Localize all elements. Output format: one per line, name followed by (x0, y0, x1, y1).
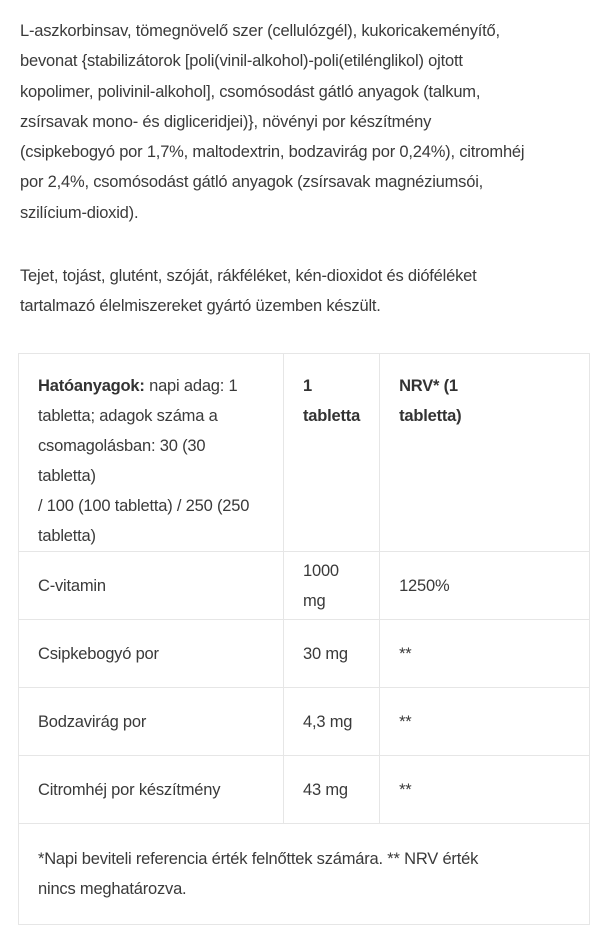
table-row: Bodzavirág por 4,3 mg ** (18, 687, 590, 756)
text-line: tabletta) (399, 407, 462, 425)
text-line: (csipkebogyó por 1,7%, maltodextrin, bod… (20, 143, 525, 162)
cell-name: Csipkebogyó por (18, 619, 284, 688)
cell-amount: 43 mg (282, 755, 381, 824)
text-line: *Napi beviteli referencia érték felnőtte… (38, 850, 479, 868)
header-label: Hatóanyagok: (38, 377, 145, 395)
cell-nrv: ** (379, 755, 590, 824)
cell-name: Bodzavirág por (18, 687, 284, 756)
text-line: zsírsavak mono- és digliceridjei)}, növé… (20, 112, 432, 131)
text-line: csomagolásban: 30 (30 tabletta) (38, 437, 206, 485)
header-active-ingredients: Hatóanyagok: napi adag: 1 tabletta; adag… (18, 353, 284, 552)
cell-nrv: 1250% (379, 551, 590, 620)
text-line: tartalmazó élelmiszereket gyártó üzemben… (20, 297, 381, 316)
text-line: NRV* (1 (399, 377, 458, 395)
cell-name: C-vitamin (18, 551, 284, 620)
text-line: bevonat {stabilizátorok [poli(vinil-alko… (20, 52, 463, 71)
table-header-row: Hatóanyagok: napi adag: 1 tabletta; adag… (18, 353, 590, 552)
text-line: por 2,4%, csomósodást gátló anyagok (zsí… (20, 173, 484, 192)
table-footnote-row: *Napi beviteli referencia érték felnőtte… (18, 823, 590, 925)
table-row: Csipkebogyó por 30 mg ** (18, 619, 590, 688)
cell-amount: 4,3 mg (282, 687, 381, 756)
footnote: *Napi beviteli referencia érték felnőtte… (18, 823, 590, 925)
table-row: C-vitamin 1000 mg 1250% (18, 551, 590, 620)
table-row: Citromhéj por készítmény 43 mg ** (18, 755, 590, 824)
cell-nrv: ** (379, 687, 590, 756)
cell-name: Citromhéj por készítmény (18, 755, 284, 824)
text-line: napi adag: 1 (144, 377, 238, 395)
cell-amount: 30 mg (282, 619, 381, 688)
text-line: tabletta; adagok száma a (38, 407, 218, 425)
text-line: szilícium-dioxid). (20, 203, 139, 222)
cell-amount: 1000 mg (282, 551, 381, 620)
text-line: / 100 (100 tabletta) / 250 (250 (38, 497, 250, 515)
text-line: kopolimer, polivinil-alkohol], csomósodá… (20, 82, 481, 101)
cell-nrv: ** (379, 619, 590, 688)
text-line: Tejet, tojást, glutént, szóját, rákfélék… (20, 267, 477, 285)
nutrition-table: Hatóanyagok: napi adag: 1 tabletta; adag… (18, 353, 590, 925)
header-amount: 1 tabletta (282, 353, 381, 552)
header-nrv: NRV* (1 tabletta) (379, 353, 590, 552)
text-line: nincs meghatározva. (38, 880, 187, 898)
text-line: L-aszkorbinsav, tömegnövelő szer (cellul… (20, 22, 500, 40)
text-line: tabletta) (38, 527, 96, 545)
allergen-paragraph: Tejet, tojást, glutént, szóját, rákfélék… (20, 261, 477, 322)
ingredients-paragraph: L-aszkorbinsav, tömegnövelő szer (cellul… (20, 16, 525, 228)
header-amount-label: 1 tabletta (303, 377, 361, 425)
